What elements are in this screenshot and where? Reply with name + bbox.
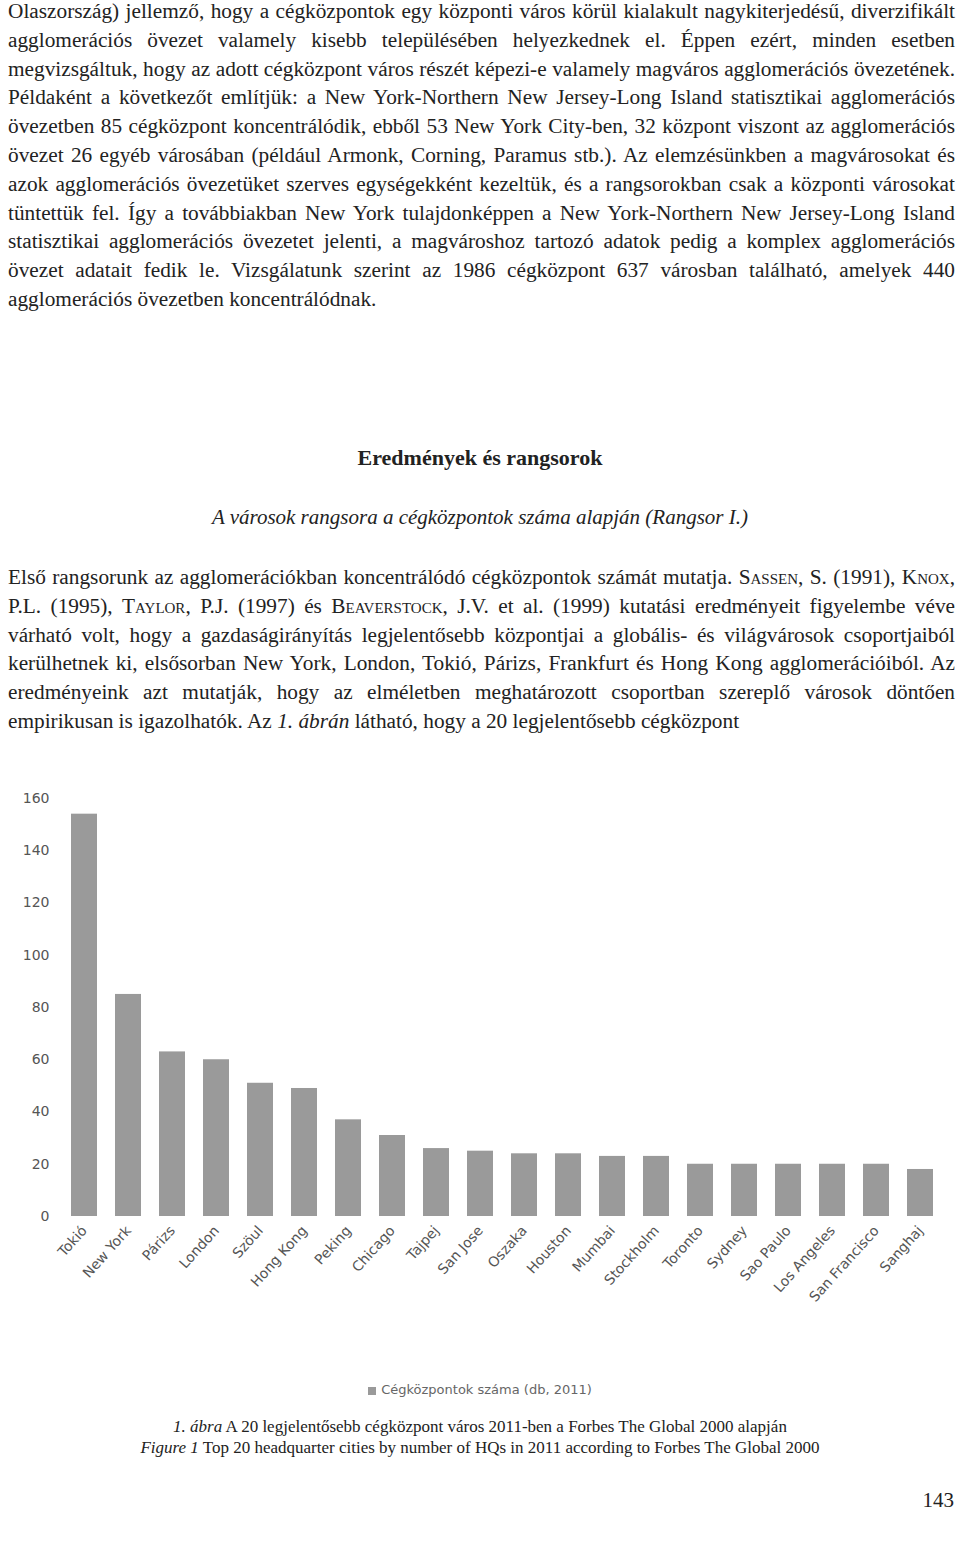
- html-text:Olaszország) jellemző, hogy a: Olaszország) jellemző, hogy a cégközpont…: [8, 0, 955, 311]
- svg-text:160: 160: [23, 790, 50, 806]
- svg-text:100: 100: [23, 947, 50, 963]
- svg-text:Sanghaj: Sanghaj: [876, 1222, 926, 1275]
- html-text:Cégközpontok száma (db, 2011): Cégközpontok száma (db, 2011): [381, 1382, 592, 1397]
- svg-text:Houston: Houston: [523, 1222, 574, 1276]
- svg-text:Mumbai: Mumbai: [568, 1222, 619, 1275]
- svg-text:120: 120: [23, 894, 50, 910]
- svg-text:Sydney: Sydney: [703, 1222, 750, 1271]
- svg-text:80: 80: [32, 999, 50, 1015]
- svg-text:140: 140: [23, 842, 50, 858]
- svg-text:Szöul: Szöul: [229, 1222, 266, 1261]
- svg-text:20: 20: [32, 1156, 50, 1172]
- svg-text:Oszaka: Oszaka: [484, 1222, 530, 1270]
- html-text:A városok rangsora a cégközpon: A városok rangsora a cégközpontok száma …: [212, 505, 748, 529]
- svg-text:Los Angeles: Los Angeles: [770, 1222, 839, 1296]
- svg-text:New York: New York: [79, 1222, 134, 1281]
- svg-text:Tajpej: Tajpej: [403, 1222, 442, 1263]
- svg-text:Stockholm: Stockholm: [601, 1222, 662, 1287]
- svg-text:60: 60: [32, 1051, 50, 1067]
- svg-text:0: 0: [41, 1208, 50, 1224]
- html-text:Eredmények és rangsorok: Eredmények és rangsorok: [357, 445, 603, 470]
- html-text:143: 143: [922, 1488, 954, 1512]
- html-text:1. ábra A 20 legjelentősebb cé: 1. ábra A 20 legjelentősebb cégközpont v…: [173, 1417, 787, 1436]
- svg-text:San Jose: San Jose: [434, 1222, 486, 1277]
- html-text:Figure 1 Top 20 headquarter ci: Figure 1 Top 20 headquarter cities by nu…: [140, 1438, 820, 1457]
- svg-text:Tokió: Tokió: [54, 1222, 90, 1260]
- svg-text:40: 40: [32, 1103, 50, 1119]
- svg-text:London: London: [176, 1222, 222, 1271]
- svg-text:Peking: Peking: [311, 1222, 354, 1267]
- svg-text:Párizs: Párizs: [139, 1222, 178, 1263]
- html-text:Első rangsorunk az agglomeráci: Első rangsorunk az agglomerációkban konc…: [8, 565, 955, 733]
- svg-text:San Francisco: San Francisco: [806, 1222, 882, 1304]
- svg-text:Sao Paulo: Sao Paulo: [736, 1222, 795, 1284]
- svg-text:Chicago: Chicago: [349, 1222, 399, 1275]
- svg-text:Hong Kong: Hong Kong: [247, 1222, 310, 1289]
- svg-text:Toronto: Toronto: [659, 1222, 706, 1272]
